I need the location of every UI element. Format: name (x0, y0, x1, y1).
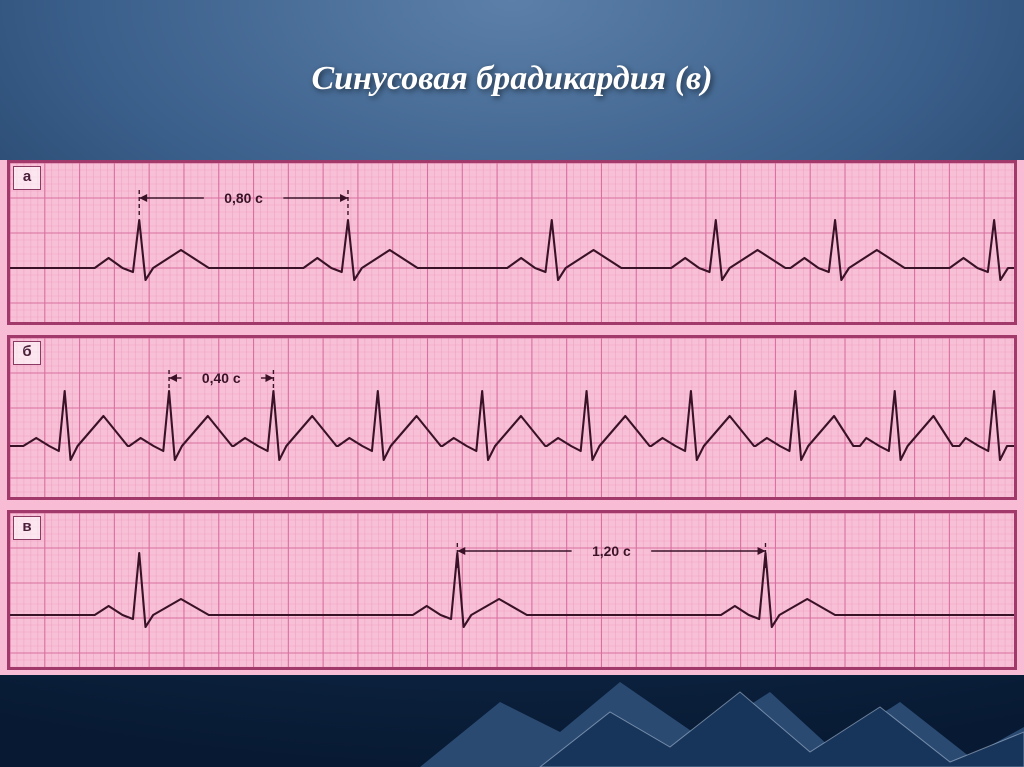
ecg-strip-в: 1,20 с в (7, 510, 1017, 670)
slide-title: Синусовая брадикардия (в) (0, 60, 1024, 98)
ecg-strip-б: 0,40 с б (7, 335, 1017, 500)
svg-text:1,20 с: 1,20 с (592, 543, 631, 559)
slide: Синусовая брадикардия (в) 0,80 с а (0, 0, 1024, 767)
strip-label-в: в (13, 516, 41, 540)
ecg-strip-а: 0,80 с а (7, 160, 1017, 325)
strip-label-а: а (13, 166, 41, 190)
svg-text:0,80 с: 0,80 с (224, 190, 263, 206)
strip-label-б: б (13, 341, 41, 365)
ecg-figure: 0,80 с а 0,40 с б (0, 160, 1024, 675)
svg-text:0,40 с: 0,40 с (202, 370, 241, 386)
